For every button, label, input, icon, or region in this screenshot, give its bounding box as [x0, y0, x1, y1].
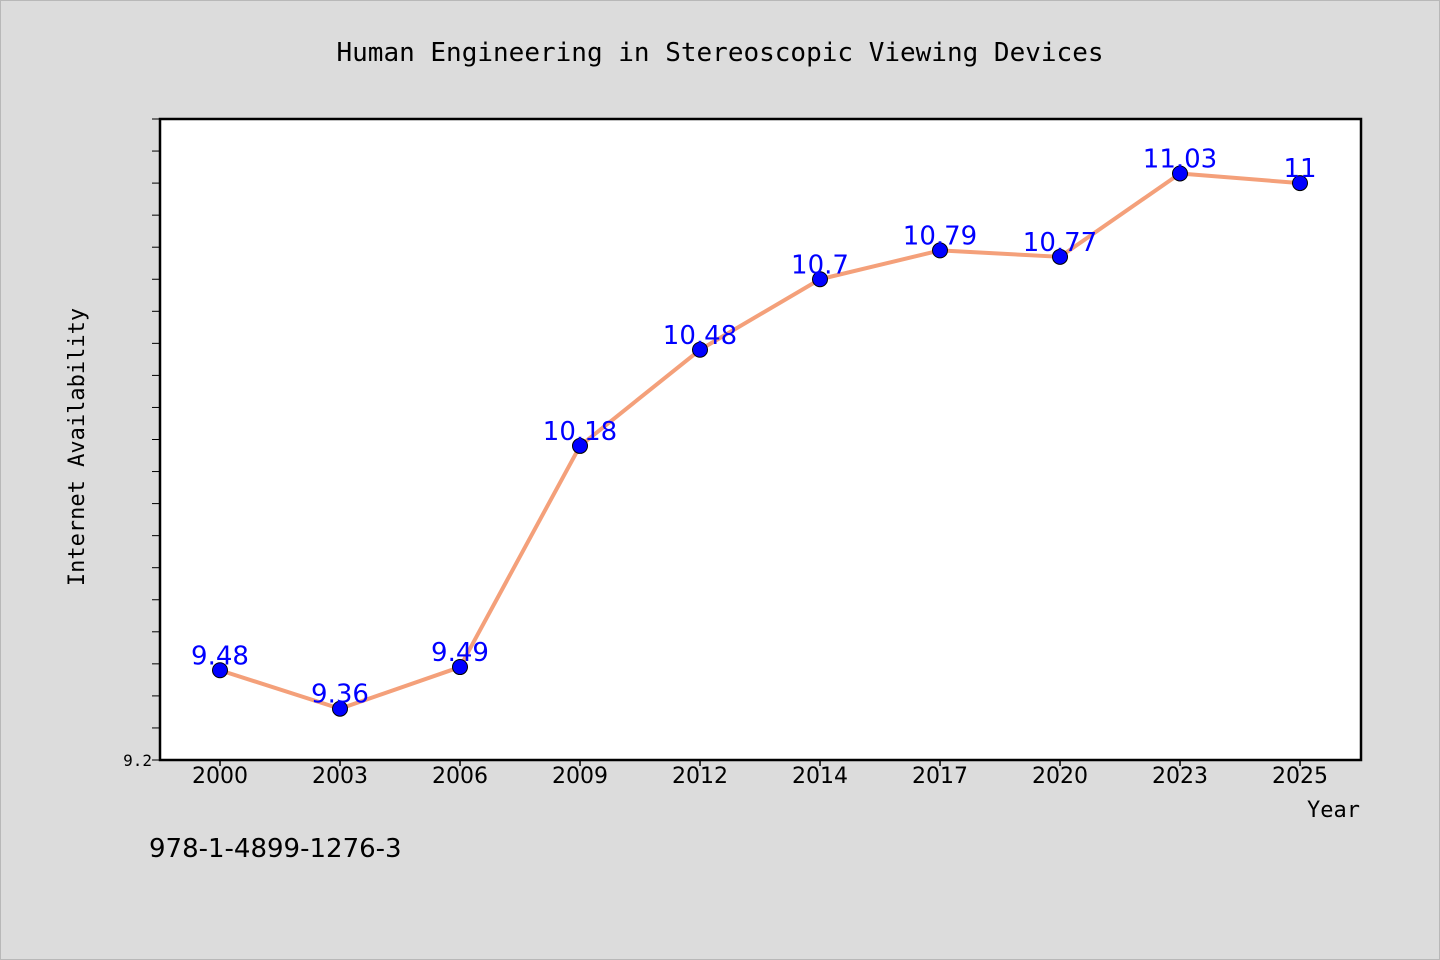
data-label-2003: 9.36 [311, 680, 369, 710]
isbn-text: 978-1-4899-1276-3 [149, 834, 402, 864]
data-point-2009 [572, 437, 588, 454]
x-tick-label-2025: 2025 [1272, 764, 1328, 789]
y-tick-label-min: 9.2 [123, 751, 152, 770]
x-axis-ticks: 2000 2003 2006 2009 2012 2014 2017 2020 2023 2025 [192, 760, 1328, 789]
y-axis-label: Internet Availability [65, 308, 90, 586]
data-label-2014: 10.7 [791, 250, 849, 280]
data-label-2017: 10.79 [903, 221, 977, 251]
x-axis-label: Year [1307, 798, 1360, 823]
series-line-group: 9.48 9.36 9.49 10.18 10.48 10.7 10.79 10.77 11.0… [191, 144, 1317, 717]
data-label-2023: 11.03 [1143, 144, 1217, 174]
data-point-2000 [212, 662, 228, 679]
data-point-2017 [932, 242, 948, 259]
data-label-2006: 9.49 [431, 638, 489, 668]
x-tick-label-2003: 2003 [312, 764, 368, 789]
x-tick-label-2012: 2012 [672, 764, 728, 789]
data-point-2020 [1052, 248, 1068, 265]
data-label-2012: 10.48 [663, 321, 737, 351]
x-tick-label-2009: 2009 [552, 764, 608, 789]
x-tick-label-2023: 2023 [1152, 764, 1208, 789]
plot-area [158, 117, 1363, 762]
x-tick-label-2006: 2006 [432, 764, 488, 789]
x-tick-label-2014: 2014 [792, 764, 848, 789]
data-point-2003 [332, 700, 348, 717]
x-tick-label-2000: 2000 [192, 764, 248, 789]
data-label-2025: 11 [1283, 154, 1316, 184]
data-point-2006 [452, 659, 468, 676]
data-point-2025 [1292, 175, 1308, 192]
x-tick-label-2020: 2020 [1032, 764, 1088, 789]
data-label-2009: 10.18 [543, 417, 617, 447]
series-line-0 [218, 171, 1302, 711]
y-axis-ticks [152, 118, 160, 761]
data-point-2014 [812, 271, 828, 288]
data-point-2012 [692, 341, 708, 358]
data-label-2000: 9.48 [191, 641, 249, 671]
data-point-2023 [1172, 165, 1188, 182]
chart-title: Human Engineering in Stereoscopic Viewin… [336, 38, 1103, 68]
data-label-2020: 10.77 [1023, 228, 1097, 258]
x-tick-label-2017: 2017 [912, 764, 968, 789]
